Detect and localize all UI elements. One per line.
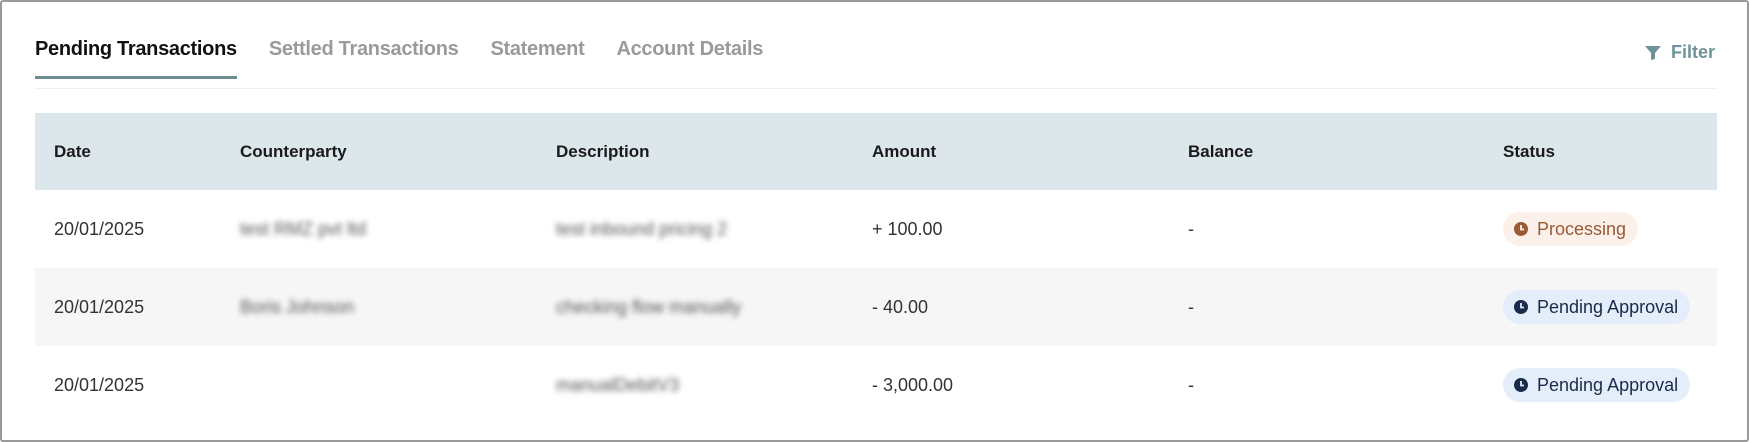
status-label: Processing: [1537, 218, 1627, 239]
clock-icon: [1514, 378, 1528, 392]
table-header: Date Counterparty Description Amount Bal…: [35, 113, 1717, 190]
cell-description: manualDebitV3: [556, 374, 680, 395]
tab-statement[interactable]: Statement: [490, 38, 585, 60]
status-label: Pending Approval: [1537, 296, 1679, 317]
clock-icon: [1514, 222, 1528, 236]
tab-pending-transactions[interactable]: Pending Transactions: [35, 38, 237, 79]
column-header-status[interactable]: Status: [1503, 141, 1555, 161]
cell-status: Pending Approval: [1503, 368, 1717, 402]
funnel-icon: [1644, 45, 1661, 60]
tab-divider: [35, 88, 1717, 89]
cell-status: Pending Approval: [1503, 290, 1717, 324]
cell-date: 20/01/2025: [54, 374, 145, 395]
cell-amount: + 100.00: [872, 218, 943, 239]
tab-account-details[interactable]: Account Details: [616, 38, 764, 60]
cell-counterparty: test RMZ pvt ltd: [240, 218, 367, 239]
column-header-date[interactable]: Date: [54, 141, 91, 161]
status-badge: Pending Approval: [1503, 290, 1691, 324]
table-row[interactable]: 20/01/2025 Boris Johnson checking flow m…: [35, 268, 1717, 346]
filter-label: Filter: [1670, 42, 1715, 62]
table-row[interactable]: 20/01/2025 manualDebitV3 - 3,000.00 - Pe…: [35, 346, 1717, 424]
cell-amount: - 3,000.00: [872, 374, 954, 395]
table-row[interactable]: 20/01/2025 test RMZ pvt ltd test inbound…: [35, 190, 1717, 268]
cell-date: 20/01/2025: [54, 218, 145, 239]
cell-description: test inbound pricing 2: [556, 218, 728, 239]
cell-date: 20/01/2025: [54, 296, 145, 317]
column-header-counterparty[interactable]: Counterparty: [240, 141, 347, 161]
filter-button[interactable]: Filter: [1644, 42, 1715, 63]
tab-settled-transactions[interactable]: Settled Transactions: [268, 38, 459, 60]
cell-balance: -: [1188, 374, 1194, 395]
clock-icon: [1514, 300, 1528, 314]
cell-status: Processing: [1503, 212, 1717, 246]
cell-amount: - 40.00: [872, 296, 929, 317]
cell-balance: -: [1188, 296, 1194, 317]
status-label: Pending Approval: [1537, 374, 1679, 395]
status-badge: Pending Approval: [1503, 368, 1691, 402]
column-header-description[interactable]: Description: [556, 141, 650, 161]
status-badge: Processing: [1503, 212, 1639, 246]
column-header-balance[interactable]: Balance: [1188, 141, 1254, 161]
transactions-table: Date Counterparty Description Amount Bal…: [35, 113, 1717, 424]
cell-balance: -: [1188, 218, 1194, 239]
tab-bar: Pending Transactions Settled Transaction…: [35, 38, 763, 79]
cell-counterparty: Boris Johnson: [240, 296, 355, 317]
column-header-amount[interactable]: Amount: [872, 141, 937, 161]
cell-description: checking flow manually: [556, 296, 742, 317]
